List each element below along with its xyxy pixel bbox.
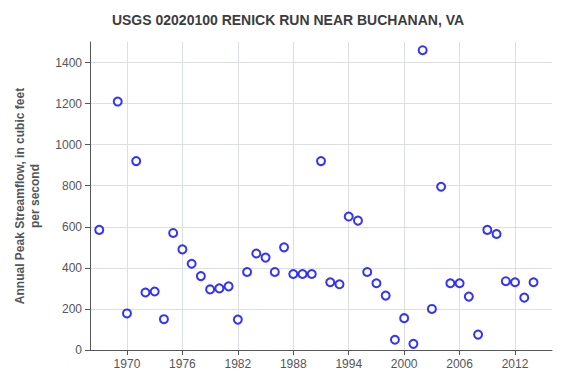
svg-text:1970: 1970 [114, 357, 141, 371]
svg-text:1982: 1982 [224, 357, 251, 371]
svg-text:400: 400 [62, 261, 82, 275]
svg-text:0: 0 [75, 343, 82, 357]
svg-text:2006: 2006 [446, 357, 473, 371]
svg-text:200: 200 [62, 302, 82, 316]
svg-text:per second: per second [28, 164, 42, 228]
svg-text:1976: 1976 [169, 357, 196, 371]
svg-text:1988: 1988 [280, 357, 307, 371]
svg-text:Annual Peak Streamflow, in cub: Annual Peak Streamflow, in cubic feet [13, 88, 27, 304]
svg-text:USGS 02020100 RENICK RUN NEAR: USGS 02020100 RENICK RUN NEAR BUCHANAN, … [112, 12, 464, 28]
svg-text:2012: 2012 [502, 357, 529, 371]
svg-text:600: 600 [62, 220, 82, 234]
svg-text:1994: 1994 [335, 357, 362, 371]
svg-text:2000: 2000 [391, 357, 418, 371]
svg-text:1400: 1400 [55, 56, 82, 70]
svg-text:1000: 1000 [55, 138, 82, 152]
svg-text:800: 800 [62, 179, 82, 193]
svg-text:1200: 1200 [55, 97, 82, 111]
